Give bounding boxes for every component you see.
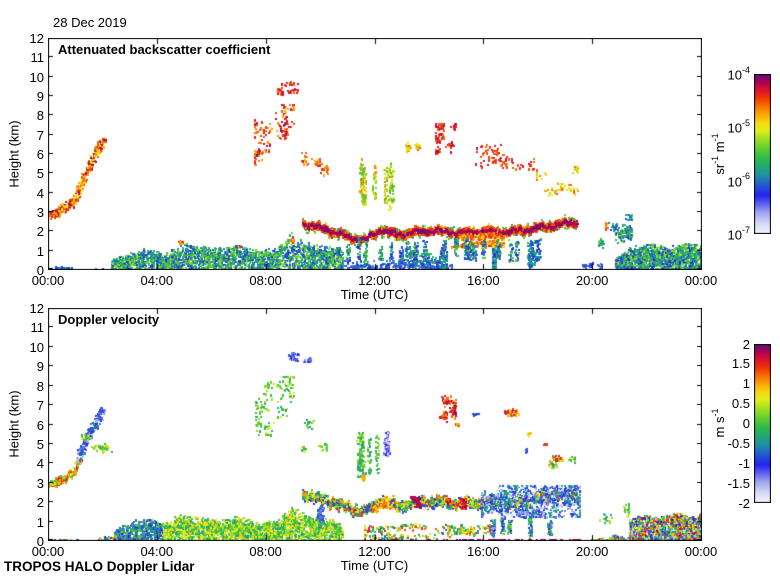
y-tick-label-velocity: 12 <box>29 301 44 316</box>
y-tick-label-velocity: 8 <box>36 378 44 394</box>
y-tick-label-velocity: 2 <box>36 495 44 511</box>
y-tick-label-backscatter: 1 <box>36 243 44 259</box>
y-tick-label-backscatter: 8 <box>36 108 44 124</box>
y-tick-label-velocity: 6 <box>36 417 44 433</box>
velocity-colorbar-tick: 1 <box>742 376 750 392</box>
y-tick-label-backscatter: 11 <box>30 50 45 66</box>
y-tick-label-velocity: 3 <box>36 475 44 491</box>
y-tick-label-velocity: 11 <box>30 320 45 336</box>
x-tick-label-backscatter: 00:00 <box>684 273 718 288</box>
velocity-colorbar-tick: -2 <box>738 495 750 511</box>
y-tick-label-backscatter: 3 <box>36 205 44 220</box>
backscatter-colorbar-tick: 10-7 <box>727 224 750 243</box>
x-tick-label-backscatter: 00:00 <box>31 273 65 288</box>
backscatter-panel-title: Attenuated backscatter coefficient <box>58 42 271 57</box>
x-tick-label-backscatter: 04:00 <box>140 273 174 288</box>
date-label: 28 Dec 2019 <box>53 15 127 30</box>
velocity-colorbar-tick: -1 <box>738 455 750 471</box>
x-tick-label-velocity: 12:00 <box>358 544 391 559</box>
x-axis-label-backscatter: Time (UTC) <box>340 287 409 302</box>
y-tick-label-backscatter: 2 <box>36 224 44 240</box>
x-tick-label-velocity: 04:00 <box>140 544 174 559</box>
y-tick-label-velocity: 9 <box>36 359 44 375</box>
y-tick-label-backscatter: 10 <box>29 69 44 85</box>
x-tick-label-velocity: 00:00 <box>684 544 718 559</box>
y-tick-label-backscatter: 7 <box>36 127 44 143</box>
backscatter-colorbar <box>754 74 771 234</box>
instrument-label: TROPOS HALO Doppler Lidar <box>4 559 195 574</box>
x-tick-label-backscatter: 08:00 <box>249 273 282 288</box>
y-tick-label-backscatter: 4 <box>36 185 44 201</box>
y-tick-label-velocity: 4 <box>36 456 44 472</box>
x-tick-label-backscatter: 20:00 <box>575 273 609 288</box>
backscatter-colorbar-tick: 10-6 <box>727 171 750 189</box>
x-tick-label-backscatter: 16:00 <box>467 273 500 288</box>
y-tick-label-velocity: 1 <box>36 514 44 530</box>
x-tick-label-velocity: 08:00 <box>249 544 282 559</box>
velocity-colorbar <box>754 344 771 503</box>
y-tick-label-backscatter: 5 <box>36 166 44 182</box>
x-tick-label-velocity: 16:00 <box>467 544 500 559</box>
y-tick-label-backscatter: 6 <box>36 147 44 162</box>
backscatter-colorbar-unit: sr-1 m-1 <box>709 133 728 175</box>
y-tick-label-velocity: 0 <box>36 534 44 549</box>
backscatter-colorbar-tick: 10-5 <box>727 117 750 136</box>
velocity-colorbar-tick: 2 <box>742 336 750 352</box>
velocity-colorbar-tick: 1.5 <box>731 356 750 372</box>
y-tick-label-velocity: 10 <box>29 339 44 355</box>
y-tick-label-backscatter: 9 <box>36 89 44 104</box>
x-tick-label-velocity: 00:00 <box>31 544 65 559</box>
velocity-colorbar-tick: -1.5 <box>727 475 750 491</box>
backscatter-colorbar-tick: 10-4 <box>727 64 750 83</box>
y-tick-label-velocity: 7 <box>36 398 44 414</box>
velocity-heatmap-canvas <box>48 308 702 541</box>
velocity-colorbar-tick: 0.5 <box>731 396 750 412</box>
y-tick-label-backscatter: 12 <box>29 31 44 46</box>
x-tick-label-backscatter: 12:00 <box>358 273 391 288</box>
backscatter-heatmap-canvas <box>48 38 702 270</box>
x-tick-label-velocity: 20:00 <box>575 544 609 559</box>
y-tick-label-backscatter: 0 <box>36 263 44 278</box>
velocity-colorbar-tick: 0 <box>742 416 750 431</box>
velocity-colorbar-tick: -0.5 <box>727 435 750 451</box>
velocity-panel-title: Doppler velocity <box>58 312 160 327</box>
y-tick-label-velocity: 5 <box>36 436 44 452</box>
x-axis-label-velocity: Time (UTC) <box>340 558 409 573</box>
